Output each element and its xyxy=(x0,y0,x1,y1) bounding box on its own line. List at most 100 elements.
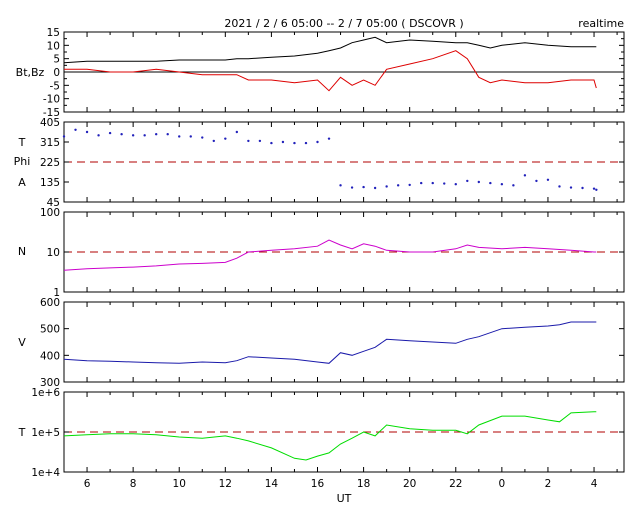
series-line-bt xyxy=(63,36,597,64)
ytick-label: 1 xyxy=(53,287,60,299)
data-point-phi xyxy=(595,188,598,191)
ytick-label: 600 xyxy=(40,297,60,309)
data-point-phi xyxy=(339,184,342,187)
data-point-phi xyxy=(362,185,365,189)
chart-title: 2021 / 2 / 6 05:00 -- 2 / 7 05:00 ( DSCO… xyxy=(224,17,463,30)
data-point-phi xyxy=(477,180,481,184)
data-point-phi xyxy=(62,135,66,138)
realtime-label: realtime xyxy=(578,17,624,30)
data-point-phi xyxy=(350,186,354,189)
data-point-phi xyxy=(512,184,515,187)
series-line-density xyxy=(63,239,597,271)
data-point-phi xyxy=(592,187,596,190)
data-point-phi xyxy=(74,128,77,131)
panel-label-bt-bz: Bt,Bz xyxy=(16,66,45,79)
ytick-label: 1e+5 xyxy=(31,427,60,439)
data-point-phi xyxy=(546,178,550,181)
xtick-label: 16 xyxy=(311,478,325,490)
data-point-phi xyxy=(385,185,388,188)
ytick-label: -10 xyxy=(43,94,60,106)
panel-label-v: V xyxy=(18,336,26,349)
data-point-phi xyxy=(201,136,204,139)
xtick-label: 2 xyxy=(545,478,552,490)
panel-label-phi-a: A xyxy=(18,176,26,189)
data-point-phi xyxy=(247,139,250,143)
data-point-phi xyxy=(523,174,527,177)
xtick-label: 12 xyxy=(219,478,232,490)
ytick-label: 1e+4 xyxy=(31,467,60,479)
series-line-temperature xyxy=(63,411,597,461)
ytick-label: 300 xyxy=(40,377,60,389)
data-point-phi xyxy=(581,186,584,190)
data-point-phi xyxy=(281,140,285,144)
xtick-label: 18 xyxy=(357,478,370,490)
ytick-label: -5 xyxy=(50,80,60,92)
data-point-phi xyxy=(154,133,158,136)
ytick-label: 405 xyxy=(40,117,60,129)
data-point-phi xyxy=(466,179,469,183)
ytick-label: 225 xyxy=(40,157,60,169)
data-point-phi xyxy=(454,183,457,186)
ytick-label: 500 xyxy=(40,324,60,336)
xtick-label: 0 xyxy=(499,478,506,490)
series-line-bz xyxy=(64,50,597,92)
data-point-phi xyxy=(212,139,215,143)
data-point-phi xyxy=(120,133,123,136)
xtick-label: 8 xyxy=(130,478,137,490)
data-point-phi xyxy=(558,185,561,188)
ytick-label: 0 xyxy=(53,67,60,79)
data-point-phi xyxy=(166,133,169,136)
panel-label-t: T xyxy=(18,426,26,439)
data-point-phi xyxy=(258,139,262,143)
data-point-phi xyxy=(431,181,434,185)
ytick-label: 400 xyxy=(40,350,60,362)
ytick-label: 5 xyxy=(53,54,60,66)
data-point-phi xyxy=(420,181,423,185)
data-point-phi xyxy=(224,137,227,140)
data-point-phi xyxy=(396,184,400,187)
data-point-phi xyxy=(489,181,492,185)
panel-frame-3 xyxy=(63,301,625,383)
data-point-phi xyxy=(316,140,319,144)
xtick-label: 6 xyxy=(84,478,91,490)
data-point-phi xyxy=(85,130,89,134)
ytick-label: 100 xyxy=(40,207,60,219)
data-point-phi xyxy=(97,134,100,137)
ytick-label: -15 xyxy=(43,107,60,119)
ytick-label: 45 xyxy=(47,197,60,209)
data-point-phi xyxy=(500,183,504,186)
xtick-label: 10 xyxy=(173,478,186,490)
xtick-label: 4 xyxy=(591,478,598,490)
panel-label-n: N xyxy=(18,245,26,258)
data-point-phi xyxy=(535,179,538,183)
x-axis-label: UT xyxy=(337,492,352,505)
xtick-label: 22 xyxy=(449,478,462,490)
data-point-phi xyxy=(143,134,146,137)
ytick-label: 10 xyxy=(47,40,60,52)
data-point-phi xyxy=(235,130,239,134)
ytick-label: 1e+6 xyxy=(31,387,60,399)
panel-label-phi-t: T xyxy=(18,136,26,149)
data-point-phi xyxy=(569,186,573,189)
data-point-phi xyxy=(293,141,296,145)
data-point-phi xyxy=(131,134,135,137)
data-point-phi xyxy=(304,141,308,145)
data-point-phi xyxy=(408,183,411,187)
data-point-phi xyxy=(189,135,192,138)
data-point-phi xyxy=(443,182,446,185)
ytick-label: 10 xyxy=(47,247,60,259)
xtick-label: 14 xyxy=(265,478,279,490)
data-point-phi xyxy=(270,141,273,145)
ytick-label: 15 xyxy=(47,27,60,39)
panel-label-phi: Phi xyxy=(14,155,31,168)
data-point-phi xyxy=(327,137,331,140)
data-point-phi xyxy=(178,135,181,138)
data-point-phi xyxy=(373,186,377,190)
data-point-phi xyxy=(108,131,112,135)
series-line-speed xyxy=(63,321,597,364)
chart-marks: 151050-5-10-1540531522513545100101600500… xyxy=(31,27,625,490)
xtick-label: 20 xyxy=(403,478,416,490)
ytick-label: 135 xyxy=(40,177,60,189)
ytick-label: 315 xyxy=(40,137,60,149)
